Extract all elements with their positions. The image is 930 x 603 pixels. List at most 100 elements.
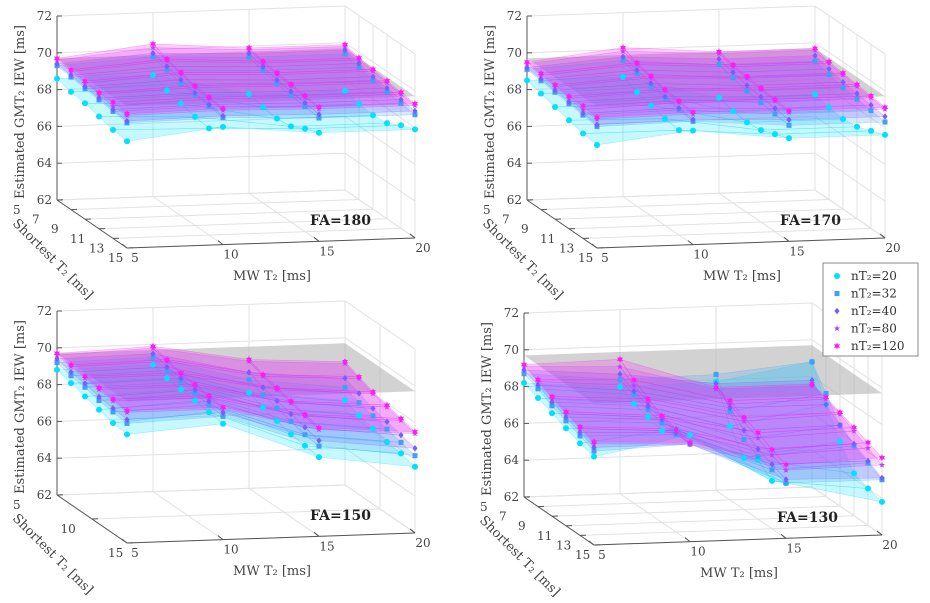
gridline xyxy=(540,199,830,211)
data-point xyxy=(259,57,267,65)
data-point xyxy=(68,368,74,376)
data-point xyxy=(769,467,775,473)
data-point xyxy=(54,360,60,366)
data-point xyxy=(164,368,170,374)
x-axis-label: MW T₂ [ms] xyxy=(233,564,311,579)
data-point xyxy=(772,105,778,112)
data-point xyxy=(192,397,198,404)
data-point xyxy=(246,90,252,97)
gridline xyxy=(814,5,886,55)
z-tick-label: 64 xyxy=(507,156,523,170)
data-point xyxy=(274,418,280,425)
gridline xyxy=(56,447,346,459)
data-point xyxy=(524,77,530,84)
gridline xyxy=(112,227,402,239)
data-point xyxy=(534,376,542,384)
data-point xyxy=(616,355,624,363)
gridline xyxy=(526,152,816,164)
gridline xyxy=(814,189,886,239)
data-point xyxy=(192,390,198,396)
panel-title: FA=130 xyxy=(777,510,838,526)
data-point xyxy=(355,373,363,381)
data-point xyxy=(593,113,601,121)
data-point xyxy=(565,92,573,100)
data-point xyxy=(809,377,815,384)
data-point xyxy=(356,100,362,107)
panel-title: FA=150 xyxy=(310,508,371,524)
data-point xyxy=(68,88,74,95)
data-point xyxy=(786,116,792,124)
gridline xyxy=(526,189,816,201)
data-point xyxy=(384,89,390,95)
z-tick-label: 68 xyxy=(37,378,52,392)
data-point xyxy=(260,404,266,411)
data-point xyxy=(369,65,377,73)
data-point xyxy=(594,141,600,148)
data-point xyxy=(316,443,322,449)
data-point xyxy=(647,72,655,80)
data-point xyxy=(535,395,541,402)
z-tick-label: 66 xyxy=(507,119,522,133)
gridline xyxy=(537,496,827,508)
data-point xyxy=(823,391,829,397)
x-tick-label: 20 xyxy=(885,241,900,255)
gridline xyxy=(56,189,346,201)
data-point xyxy=(82,393,88,400)
gridline xyxy=(56,337,346,349)
data-point xyxy=(54,366,60,373)
data-point xyxy=(826,104,832,111)
y-tick-label: 5 xyxy=(13,203,21,217)
gridline xyxy=(622,196,694,246)
data-point xyxy=(95,89,103,97)
data-point xyxy=(633,59,641,67)
data-point xyxy=(630,376,638,384)
data-point xyxy=(246,369,252,376)
data-point xyxy=(150,54,156,60)
data-point xyxy=(853,80,861,88)
data-point xyxy=(370,77,376,83)
data-point xyxy=(67,66,75,74)
gridline xyxy=(344,300,416,350)
z-axis-label: Estimated GMT₂ IEW [ms] xyxy=(13,25,28,199)
legend-marker xyxy=(834,307,840,315)
data-point xyxy=(730,107,736,114)
data-point xyxy=(729,61,737,69)
data-point xyxy=(220,413,226,419)
data-point xyxy=(68,373,74,379)
data-point xyxy=(411,100,419,108)
data-point xyxy=(786,122,792,128)
data-point xyxy=(645,414,651,421)
legend-marker xyxy=(834,325,840,332)
data-point xyxy=(864,439,872,447)
legend-marker xyxy=(834,273,840,279)
data-point xyxy=(246,54,252,60)
data-point xyxy=(854,96,860,102)
data-point xyxy=(177,369,185,377)
data-point xyxy=(260,392,266,398)
data-point xyxy=(591,453,597,460)
data-point xyxy=(288,92,294,98)
data-point xyxy=(192,386,198,394)
gridline xyxy=(56,410,346,422)
y-tick-label: 9 xyxy=(521,222,529,236)
data-point xyxy=(644,395,652,403)
gridline xyxy=(98,218,388,230)
data-point xyxy=(288,123,294,130)
data-point xyxy=(274,81,280,87)
data-point xyxy=(631,392,637,398)
data-point xyxy=(867,92,875,100)
data-point xyxy=(549,403,555,409)
data-point xyxy=(274,405,280,411)
y-axis xyxy=(526,199,598,249)
data-point xyxy=(548,393,556,401)
legend-label: nT₂=20 xyxy=(851,269,897,283)
x-tick-label: 15 xyxy=(786,541,801,555)
data-point xyxy=(384,426,390,432)
y-axis xyxy=(56,199,128,249)
gridline xyxy=(344,447,416,497)
data-point xyxy=(316,437,322,444)
data-point xyxy=(178,76,184,83)
gridline xyxy=(344,152,416,202)
data-point xyxy=(82,384,88,390)
data-point xyxy=(865,444,871,451)
